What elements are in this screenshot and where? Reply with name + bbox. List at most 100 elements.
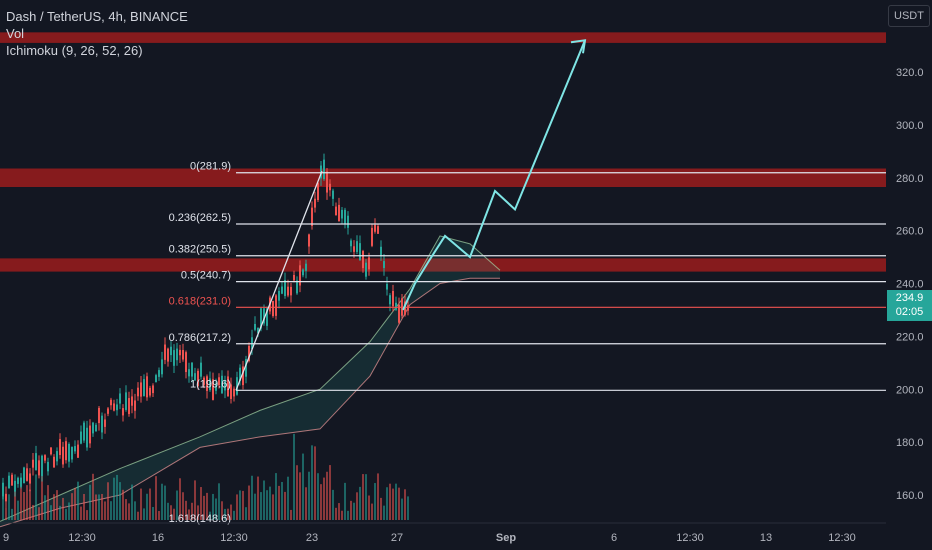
- candle-body[interactable]: [335, 206, 337, 216]
- candle-body[interactable]: [71, 446, 73, 460]
- candle-body[interactable]: [38, 460, 40, 476]
- candle-body[interactable]: [404, 301, 406, 315]
- candle-body[interactable]: [272, 300, 274, 317]
- candle-body[interactable]: [317, 182, 319, 201]
- candle-body[interactable]: [275, 295, 277, 316]
- candle-body[interactable]: [341, 209, 343, 219]
- candle-body[interactable]: [311, 207, 313, 226]
- candle-body[interactable]: [110, 399, 112, 406]
- candle-body[interactable]: [35, 453, 37, 471]
- candle-body[interactable]: [236, 377, 238, 395]
- candle-body[interactable]: [278, 290, 280, 301]
- candle-body[interactable]: [101, 415, 103, 433]
- candle-body[interactable]: [104, 419, 106, 427]
- candle-body[interactable]: [95, 424, 97, 432]
- price-scale[interactable]: [886, 0, 932, 550]
- candle-body[interactable]: [347, 215, 349, 228]
- candle-body[interactable]: [29, 473, 31, 484]
- candle-body[interactable]: [122, 408, 124, 416]
- candle-body[interactable]: [158, 370, 160, 377]
- candle-body[interactable]: [41, 455, 43, 477]
- candle-body[interactable]: [359, 243, 361, 261]
- candle-body[interactable]: [377, 226, 379, 234]
- candle-body[interactable]: [398, 304, 400, 323]
- resistance-zone[interactable]: [0, 168, 886, 188]
- candle-body[interactable]: [200, 362, 202, 377]
- candle-body[interactable]: [353, 246, 355, 252]
- candle-body[interactable]: [128, 398, 130, 415]
- candle-body[interactable]: [296, 280, 298, 294]
- candle-body[interactable]: [392, 290, 394, 307]
- candle-body[interactable]: [173, 350, 175, 366]
- candle-body[interactable]: [26, 468, 28, 481]
- candle-body[interactable]: [194, 373, 196, 381]
- candle-body[interactable]: [371, 227, 373, 246]
- candle-body[interactable]: [290, 286, 292, 296]
- candle-body[interactable]: [338, 204, 340, 222]
- candle-body[interactable]: [203, 377, 205, 385]
- candle-body[interactable]: [152, 385, 154, 394]
- candle-body[interactable]: [323, 159, 325, 180]
- candle-body[interactable]: [14, 480, 16, 492]
- candle-body[interactable]: [188, 369, 190, 377]
- candle-body[interactable]: [230, 384, 232, 399]
- candle-body[interactable]: [116, 404, 118, 411]
- candle-body[interactable]: [32, 459, 34, 468]
- candle-body[interactable]: [53, 456, 55, 468]
- candle-body[interactable]: [17, 477, 19, 484]
- ichimoku-indicator-label[interactable]: Ichimoku (9, 26, 52, 26): [6, 43, 143, 58]
- candle-body[interactable]: [143, 379, 145, 397]
- candle-body[interactable]: [149, 387, 151, 396]
- candle-body[interactable]: [299, 265, 301, 286]
- candle-body[interactable]: [314, 198, 316, 208]
- candle-body[interactable]: [50, 447, 52, 455]
- candle-body[interactable]: [332, 190, 334, 199]
- candle-body[interactable]: [395, 302, 397, 310]
- candle-body[interactable]: [44, 455, 46, 461]
- candle-body[interactable]: [155, 375, 157, 383]
- candle-body[interactable]: [56, 451, 58, 462]
- candle-body[interactable]: [167, 348, 169, 362]
- currency-button[interactable]: USDT: [888, 5, 930, 27]
- candle-body[interactable]: [293, 274, 295, 281]
- candle-body[interactable]: [62, 446, 64, 465]
- resistance-zone[interactable]: [0, 258, 886, 272]
- candle-body[interactable]: [263, 308, 265, 324]
- candle-body[interactable]: [287, 286, 289, 296]
- candle-body[interactable]: [350, 240, 352, 247]
- candle-body[interactable]: [218, 377, 220, 386]
- candle-body[interactable]: [305, 263, 307, 271]
- candle-body[interactable]: [266, 308, 268, 326]
- candle-body[interactable]: [134, 400, 136, 411]
- candle-body[interactable]: [212, 379, 214, 400]
- candle-body[interactable]: [5, 493, 7, 502]
- candle-body[interactable]: [83, 422, 85, 441]
- candle-body[interactable]: [20, 477, 22, 487]
- candle-body[interactable]: [254, 323, 256, 330]
- candle-body[interactable]: [251, 337, 253, 350]
- candle-body[interactable]: [362, 251, 364, 269]
- candle-body[interactable]: [89, 425, 91, 444]
- candle-body[interactable]: [65, 441, 67, 461]
- candle-body[interactable]: [233, 388, 235, 397]
- candle-body[interactable]: [98, 407, 100, 424]
- candle-body[interactable]: [281, 286, 283, 294]
- candle-body[interactable]: [2, 482, 4, 497]
- candle-body[interactable]: [257, 327, 259, 334]
- candle-body[interactable]: [80, 431, 82, 444]
- candle-body[interactable]: [365, 262, 367, 277]
- candle-body[interactable]: [191, 362, 193, 377]
- candle-body[interactable]: [8, 475, 10, 489]
- projection-path[interactable]: [402, 39, 586, 311]
- candle-body[interactable]: [119, 393, 121, 404]
- candle-body[interactable]: [140, 382, 142, 397]
- candle-body[interactable]: [242, 366, 244, 386]
- candle-body[interactable]: [356, 241, 358, 252]
- resistance-zone[interactable]: [0, 32, 886, 43]
- candle-body[interactable]: [329, 183, 331, 191]
- candle-body[interactable]: [308, 234, 310, 247]
- candle-body[interactable]: [68, 444, 70, 462]
- candle-body[interactable]: [224, 380, 226, 391]
- candle-body[interactable]: [137, 387, 139, 397]
- candle-body[interactable]: [245, 359, 247, 377]
